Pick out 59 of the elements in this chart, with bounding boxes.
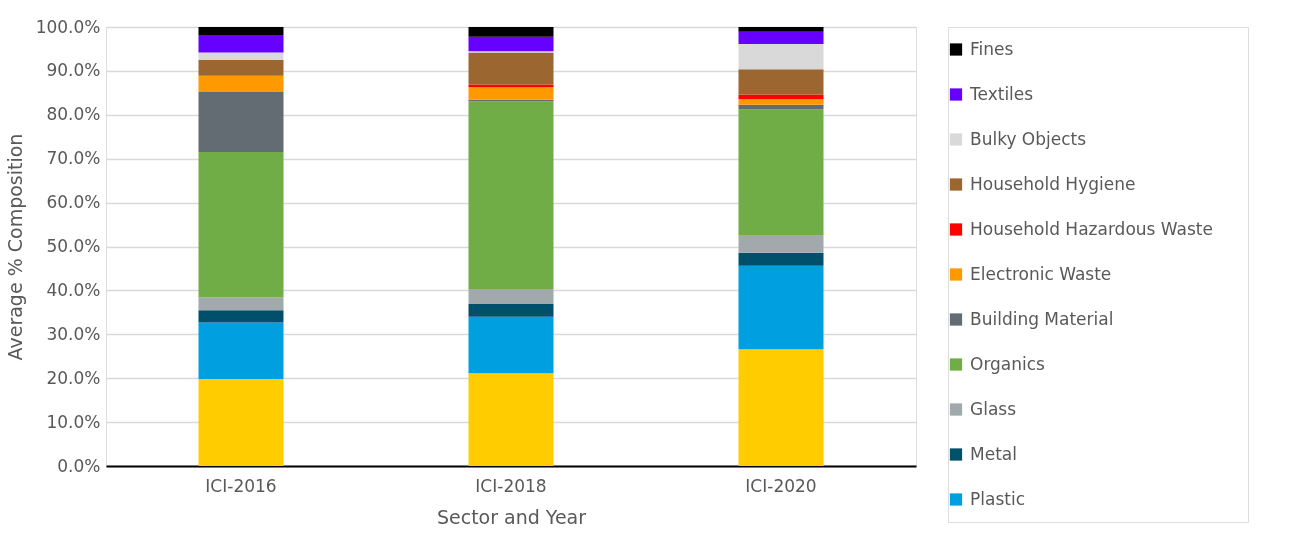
bar	[198, 91, 284, 153]
legend-label: Glass	[970, 398, 1017, 419]
bar	[468, 316, 554, 374]
y-tick-label: 50.0%	[46, 236, 101, 256]
y-tick-label: 40.0%	[46, 279, 101, 300]
legend-label: Household Hazardous Waste	[970, 218, 1213, 239]
y-tick-label: 60.0%	[46, 192, 101, 213]
legend-label: Building Material	[970, 308, 1114, 329]
bar	[198, 75, 284, 92]
y-tick-label: 0.0%	[57, 455, 101, 476]
bar	[738, 104, 824, 110]
y-tick-label: 100.0%	[35, 16, 101, 37]
x-axis-title: Sector and Year	[436, 505, 587, 528]
bar	[198, 297, 284, 311]
bar	[738, 252, 824, 266]
legend-label: Metal	[970, 443, 1017, 464]
legend-label: Organics	[970, 353, 1046, 374]
bar	[738, 349, 824, 466]
bar	[738, 235, 824, 253]
bar	[468, 304, 554, 317]
bar	[738, 31, 824, 45]
legend-label: Plastic	[970, 488, 1025, 509]
bar	[738, 109, 824, 236]
bar	[468, 373, 554, 466]
bar	[738, 265, 824, 350]
legend-label: Textiles	[969, 83, 1034, 104]
y-tick-label: 10.0%	[46, 411, 101, 432]
y-axis-title: Average % Composition	[3, 133, 26, 361]
legend-label: Electronic Waste	[970, 263, 1112, 284]
bar	[738, 99, 824, 105]
bar	[468, 36, 554, 52]
y-tick-label: 30.0%	[46, 323, 101, 344]
y-tick-label: 90.0%	[46, 60, 101, 81]
x-tick-label: ICI-2016	[205, 475, 277, 496]
bar	[738, 27, 824, 32]
bar	[468, 52, 554, 85]
bar	[468, 289, 554, 305]
bar	[198, 27, 284, 35]
bar	[198, 34, 284, 53]
bar	[738, 94, 824, 99]
bar	[468, 101, 554, 290]
bar	[198, 59, 284, 76]
bar	[198, 152, 284, 298]
bar	[738, 44, 824, 70]
legend-label: Bulky Objects	[970, 128, 1087, 149]
bar	[468, 27, 554, 37]
x-tick-label: ICI-2020	[745, 475, 817, 496]
y-tick-label: 20.0%	[46, 367, 101, 388]
legend-label: Fines	[970, 38, 1014, 59]
bar	[198, 322, 284, 380]
legend-label: Household Hygiene	[970, 173, 1136, 194]
bar	[198, 310, 284, 323]
bar	[738, 69, 824, 95]
bar	[198, 379, 284, 466]
y-tick-label: 70.0%	[46, 148, 101, 169]
bar	[468, 87, 554, 100]
y-tick-label: 80.0%	[46, 104, 101, 125]
bar	[198, 52, 284, 60]
x-tick-label: ICI-2018	[475, 475, 547, 496]
